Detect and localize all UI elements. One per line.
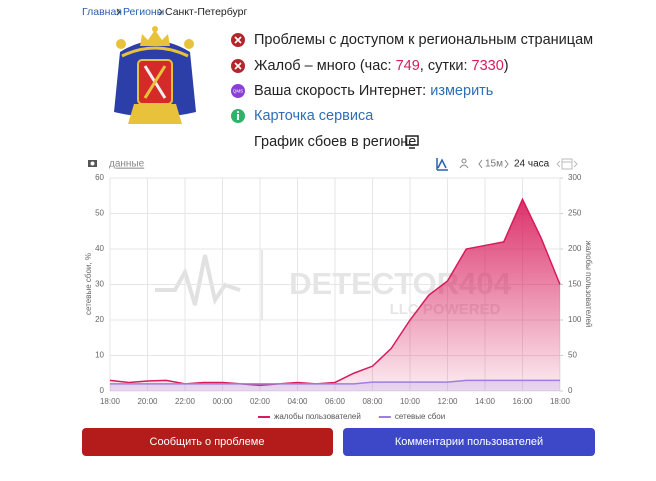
x-tick-label: 22:00: [175, 397, 196, 406]
area: [110, 199, 560, 391]
y2-tick-label: 300: [568, 173, 582, 182]
coat-of-arms: [114, 26, 196, 124]
y2-axis-label: жалобы пользователей: [584, 241, 593, 328]
breadcrumb-link[interactable]: Главная: [82, 6, 122, 18]
y2-tick-label: 250: [568, 209, 582, 218]
y-axis-label: сетевые сбои, %: [84, 253, 93, 315]
icon-camera[interactable]: [88, 160, 97, 167]
icon-error: [231, 33, 245, 47]
icon-error: [231, 59, 245, 73]
y-tick-label: 0: [100, 386, 105, 395]
y2-tick-label: 0: [568, 386, 573, 395]
icon-chart-type[interactable]: [436, 158, 448, 171]
icon-qms: [231, 84, 245, 98]
legend-label: сетевые сбои: [395, 412, 445, 421]
link[interactable]: измерить: [430, 83, 493, 99]
x-tick-label: 16:00: [512, 397, 533, 406]
x-tick-label: 00:00: [212, 397, 233, 406]
x-tick-label: 18:00: [100, 397, 121, 406]
y-tick-label: 30: [95, 280, 104, 289]
y2-tick-label: 50: [568, 351, 577, 360]
icon-calendar[interactable]: [561, 158, 573, 170]
x-tick-label: 06:00: [325, 397, 346, 406]
bracket: [504, 159, 509, 169]
y2-tick-label: 200: [568, 244, 582, 253]
y-tick-label: 40: [95, 244, 104, 253]
plot: 0 10 20 30 40 50 60 0 50 100 150 200 250 300 18:00 20:0…: [95, 173, 582, 421]
count-day: 7330: [472, 58, 504, 74]
y-tick-label: 60: [95, 173, 104, 182]
y-tick-label: 50: [95, 209, 104, 218]
icon-user[interactable]: [459, 158, 469, 169]
line: [110, 379, 560, 385]
period[interactable]: 24 часа: [514, 159, 550, 170]
comments-button[interactable]: [343, 428, 595, 456]
report-button[interactable]: [82, 428, 333, 456]
status-text: Ваша скорость Интернет: измерить: [254, 83, 493, 99]
arrow[interactable]: [556, 160, 561, 168]
status-text: Жалоб – много (час: 749, сутки: 7330): [254, 58, 509, 74]
x-tick-label: 04:00: [287, 397, 308, 406]
report-button-label[interactable]: Сообщить о проблеме: [150, 436, 265, 448]
separator: [158, 8, 163, 16]
icon-qms-label: QMS: [233, 89, 243, 94]
icon-monitor: [405, 135, 419, 149]
x-tick-label: 02:00: [250, 397, 271, 406]
area: [110, 380, 560, 391]
x-tick-label: 18:00: [550, 397, 571, 406]
status-text: Проблемы с доступом к региональным стран…: [254, 32, 593, 48]
comments-button-label[interactable]: Комментарии пользователей: [395, 436, 543, 448]
data-link[interactable]: данные: [109, 159, 145, 170]
y2-tick-label: 150: [568, 280, 582, 289]
x-tick-label: 20:00: [137, 397, 158, 406]
breadcrumb-link[interactable]: Регионы: [123, 6, 164, 18]
x-tick-label: 14:00: [475, 397, 496, 406]
text: Жалоб – много (час:: [254, 58, 396, 74]
text: Ваша скорость Интернет:: [254, 83, 430, 99]
x-tick-label: 08:00: [362, 397, 383, 406]
separator: [116, 8, 121, 16]
count-hour: 749: [396, 58, 420, 74]
breadcrumb-current: Санкт-Петербург: [165, 6, 248, 18]
arrow[interactable]: [573, 160, 578, 168]
y-tick-label: 20: [95, 315, 104, 324]
icon-info: [231, 109, 245, 123]
x-tick-label: 12:00: [437, 397, 458, 406]
x-tick-label: 10:00: [400, 397, 421, 406]
text: , сутки:: [420, 58, 472, 74]
interval[interactable]: 15м: [485, 159, 503, 170]
bracket: [478, 159, 483, 169]
text: ): [504, 58, 509, 74]
y-tick-label: 10: [95, 351, 104, 360]
graph-title: График сбоев в регионе: [254, 134, 416, 150]
legend-label: жалобы пользователей: [274, 412, 361, 421]
service-card-link[interactable]: Карточка сервиса: [254, 108, 374, 124]
y2-tick-label: 100: [568, 315, 582, 324]
